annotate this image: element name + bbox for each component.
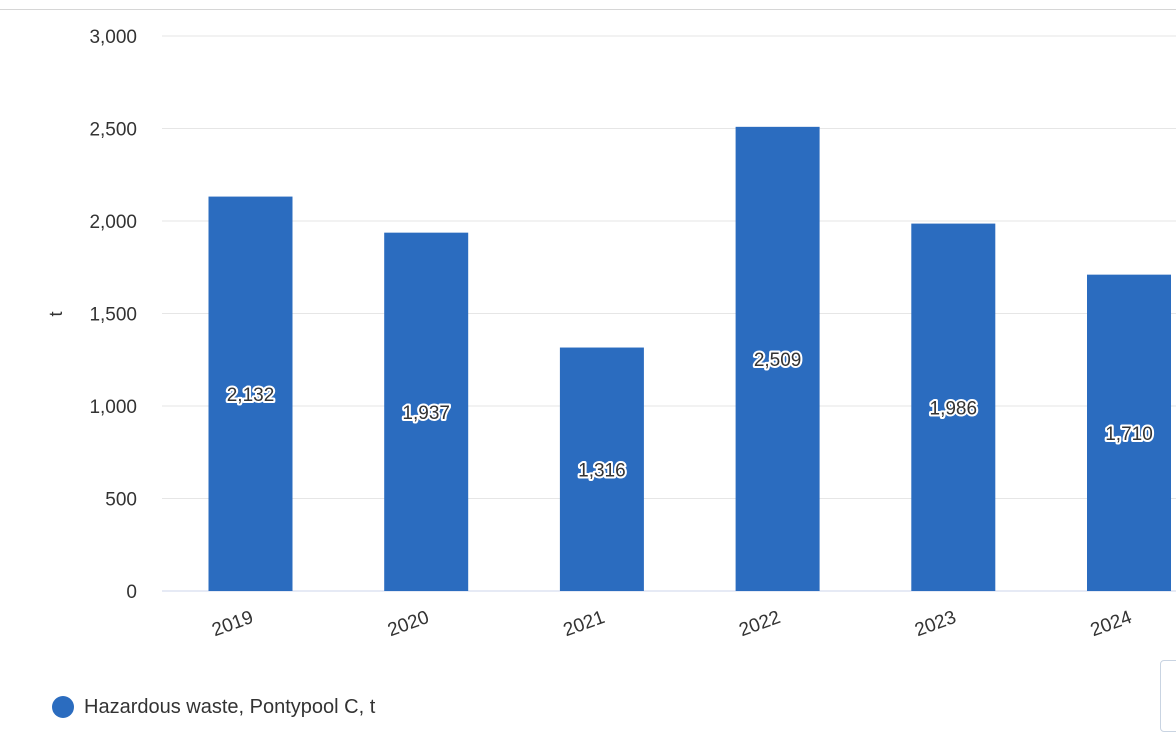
bar-2022 — [735, 126, 820, 592]
bar-2024 — [1087, 274, 1171, 591]
legend-series-swatch[interactable] — [52, 696, 74, 718]
y-tick-label: 2,500 — [89, 120, 137, 141]
bar-2019 — [208, 196, 293, 591]
x-tick-label: 2020 — [385, 607, 432, 641]
x-tick-label: 2022 — [736, 607, 783, 641]
data-label-2019: 2,132 — [227, 385, 275, 406]
data-label-2022: 2,509 — [754, 350, 802, 371]
y-tick-label: 3,000 — [89, 27, 137, 48]
bar-chart: 0 500 1,000 1,500 2,000 2,500 3,000 t 2,132 2019 1… — [46, 27, 1176, 641]
x-tick-label: 2023 — [912, 607, 959, 641]
y-tick-label: 1,500 — [89, 305, 137, 326]
bar-2021 — [559, 347, 644, 591]
y-axis-title: t — [46, 311, 66, 316]
data-label-2021: 1,316 — [578, 460, 626, 481]
legend-series-label[interactable]: Hazardous waste, Pontypool C, t — [84, 695, 376, 718]
data-label-2020: 1,937 — [402, 403, 450, 424]
x-tick-label: 2024 — [1088, 607, 1135, 641]
y-tick-label: 2,000 — [89, 212, 137, 233]
y-tick-label: 500 — [105, 490, 137, 511]
y-tick-label: 0 — [126, 582, 137, 603]
chart-menu-button[interactable] — [1160, 660, 1176, 732]
legend[interactable]: Hazardous waste, Pontypool C, t — [52, 694, 375, 720]
y-tick-label: 1,000 — [89, 397, 137, 418]
x-tick-label: 2019 — [209, 607, 256, 641]
x-tick-label: 2021 — [561, 607, 608, 641]
bar-2023 — [911, 223, 996, 591]
top-divider — [0, 9, 1176, 10]
data-label-2024: 1,710 — [1105, 424, 1153, 445]
bar-2020 — [384, 232, 469, 591]
data-label-2023: 1,986 — [930, 398, 978, 419]
